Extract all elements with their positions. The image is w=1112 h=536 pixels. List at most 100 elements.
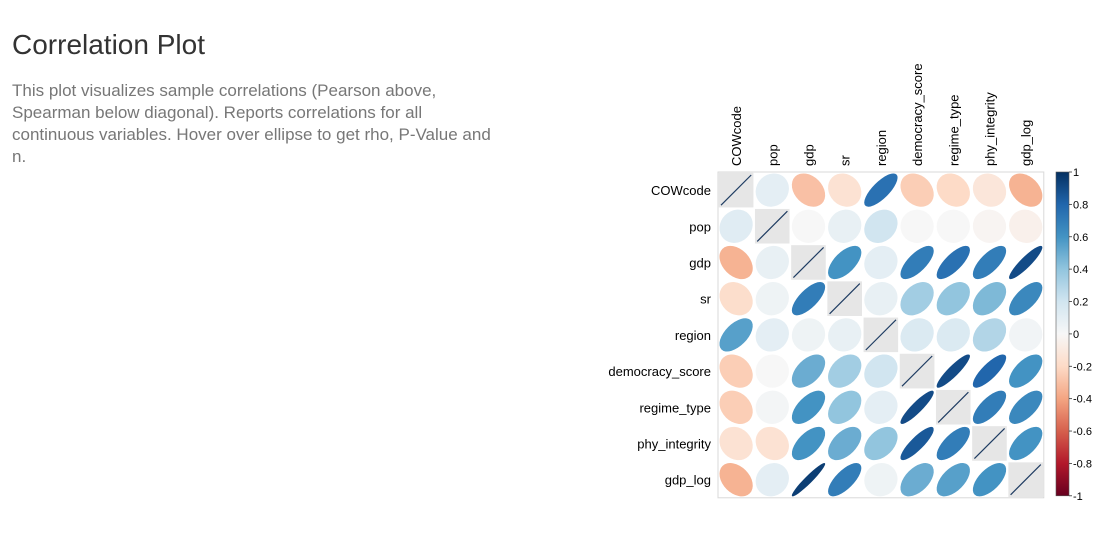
correlation-ellipse-phy_integrity-COWcode[interactable] xyxy=(713,420,760,467)
correlation-ellipse-sr-gdp_log[interactable] xyxy=(1004,277,1048,321)
correlation-ellipse-region-pop[interactable] xyxy=(749,311,796,358)
correlation-ellipse-COWcode-regime_type[interactable] xyxy=(930,167,977,214)
legend-tick-label: 0.8 xyxy=(1073,199,1088,211)
correlation-ellipse-phy_integrity-pop[interactable] xyxy=(749,420,796,467)
correlation-ellipse-COWcode-pop[interactable] xyxy=(749,167,796,214)
correlation-ellipse-sr-COWcode[interactable] xyxy=(713,275,760,322)
correlation-ellipse-COWcode-phy_integrity[interactable] xyxy=(966,167,1013,214)
correlation-ellipse-gdp-region[interactable] xyxy=(857,239,904,286)
correlation-ellipse-COWcode-sr[interactable] xyxy=(821,167,868,214)
row-label-region: region xyxy=(675,328,711,343)
correlation-ellipse-pop-gdp_log[interactable] xyxy=(1002,203,1049,250)
correlation-ellipse-democracy_score-region[interactable] xyxy=(857,348,904,395)
correlation-ellipse-pop-region[interactable] xyxy=(857,203,904,250)
correlation-ellipse-pop-democracy_score[interactable] xyxy=(894,203,941,250)
correlation-ellipse-pop-regime_type[interactable] xyxy=(930,203,977,250)
correlation-ellipse-sr-democracy_score[interactable] xyxy=(894,276,940,322)
correlation-ellipse-COWcode-democracy_score[interactable] xyxy=(894,167,941,214)
correlation-ellipse-regime_type-COWcode[interactable] xyxy=(713,384,760,431)
row-label-sr: sr xyxy=(700,292,712,307)
correlation-ellipse-democracy_score-sr[interactable] xyxy=(822,348,868,394)
correlation-ellipse-phy_integrity-gdp[interactable] xyxy=(786,421,831,466)
correlation-ellipse-region-democracy_score[interactable] xyxy=(894,311,941,358)
correlation-ellipse-gdp_log-phy_integrity[interactable] xyxy=(967,457,1012,502)
correlation-ellipse-gdp-gdp_log[interactable] xyxy=(1006,243,1046,283)
correlation-ellipse-COWcode-region[interactable] xyxy=(859,169,902,212)
correlation-ellipse-regime_type-gdp_log[interactable] xyxy=(1004,385,1048,429)
correlation-ellipse-regime_type-gdp[interactable] xyxy=(786,385,831,430)
legend-tick-label: 1 xyxy=(1073,167,1079,179)
correlation-ellipse-regime_type-phy_integrity[interactable] xyxy=(968,385,1012,429)
legend-tick-label: -0.4 xyxy=(1073,394,1092,406)
col-label-pop: pop xyxy=(765,144,780,166)
row-label-democracy_score: democracy_score xyxy=(608,364,711,379)
row-label-COWcode: COWcode xyxy=(651,183,711,198)
correlation-ellipse-gdp_log-COWcode[interactable] xyxy=(713,457,759,503)
correlation-ellipse-regime_type-democracy_score[interactable] xyxy=(897,387,937,427)
col-label-phy_integrity: phy_integrity xyxy=(983,92,998,166)
correlation-ellipse-gdp_log-regime_type[interactable] xyxy=(931,457,976,502)
correlation-ellipse-gdp-democracy_score[interactable] xyxy=(895,241,939,285)
diagonal-line xyxy=(829,283,861,315)
correlation-ellipse-sr-phy_integrity[interactable] xyxy=(967,276,1013,322)
diagonal-line xyxy=(720,174,752,206)
correlation-ellipse-pop-sr[interactable] xyxy=(821,203,868,250)
correlation-ellipse-region-sr[interactable] xyxy=(821,311,868,358)
correlation-ellipse-phy_integrity-region[interactable] xyxy=(858,420,904,466)
correlation-ellipse-COWcode-gdp_log[interactable] xyxy=(1003,167,1049,213)
correlation-ellipse-regime_type-pop[interactable] xyxy=(749,384,796,431)
correlation-ellipse-region-gdp_log[interactable] xyxy=(1002,311,1049,358)
col-label-gdp: gdp xyxy=(802,144,817,166)
correlation-ellipse-gdp-sr[interactable] xyxy=(822,240,867,285)
correlation-ellipse-sr-region[interactable] xyxy=(857,275,904,322)
diagonal-line xyxy=(865,319,897,351)
correlation-ellipse-sr-pop[interactable] xyxy=(749,275,796,322)
row-label-pop: pop xyxy=(689,219,711,234)
legend-tick-label: -0.8 xyxy=(1073,458,1092,470)
correlation-ellipse-phy_integrity-democracy_score[interactable] xyxy=(897,423,938,464)
correlation-ellipse-gdp-phy_integrity[interactable] xyxy=(968,241,1012,285)
correlation-ellipse-phy_integrity-regime_type[interactable] xyxy=(931,422,975,466)
correlation-ellipse-region-regime_type[interactable] xyxy=(930,311,977,358)
correlation-ellipse-pop-gdp[interactable] xyxy=(785,203,832,250)
diagonal-line xyxy=(756,210,788,242)
correlation-ellipse-gdp-pop[interactable] xyxy=(749,239,796,286)
correlation-ellipse-phy_integrity-gdp_log[interactable] xyxy=(1003,421,1048,466)
correlation-ellipse-COWcode-gdp[interactable] xyxy=(785,167,832,214)
row-label-phy_integrity: phy_integrity xyxy=(637,437,711,452)
legend-tick-label: 0 xyxy=(1073,329,1079,341)
legend-tick-label: 0.4 xyxy=(1073,264,1088,276)
col-label-region: region xyxy=(874,130,889,166)
correlation-ellipse-gdp_log-region[interactable] xyxy=(857,456,904,503)
correlation-ellipse-democracy_score-COWcode[interactable] xyxy=(713,348,760,395)
correlation-ellipse-gdp_log-pop[interactable] xyxy=(749,456,796,503)
page-title: Correlation Plot xyxy=(12,29,205,60)
correlation-ellipse-gdp-COWcode[interactable] xyxy=(713,239,759,285)
diagonal-line xyxy=(792,246,825,279)
correlation-ellipse-region-COWcode[interactable] xyxy=(714,312,759,357)
correlation-ellipse-sr-gdp[interactable] xyxy=(787,277,831,321)
row-label-regime_type: regime_type xyxy=(639,400,711,415)
row-label-gdp: gdp xyxy=(689,256,711,271)
correlation-ellipse-gdp_log-sr[interactable] xyxy=(823,458,867,502)
correlation-ellipse-democracy_score-regime_type[interactable] xyxy=(933,351,973,391)
correlation-ellipse-sr-regime_type[interactable] xyxy=(930,276,976,322)
correlation-ellipse-region-phy_integrity[interactable] xyxy=(966,312,1013,359)
correlation-ellipse-regime_type-region[interactable] xyxy=(857,384,904,431)
page-description: This plot visualizes sample correlations… xyxy=(12,81,491,166)
correlation-ellipse-democracy_score-phy_integrity[interactable] xyxy=(968,350,1010,392)
correlation-ellipse-gdp-regime_type[interactable] xyxy=(932,241,975,284)
correlation-ellipse-region-gdp[interactable] xyxy=(785,311,832,358)
correlation-grid xyxy=(713,167,1049,503)
legend-tick-label: -0.2 xyxy=(1073,361,1092,373)
correlation-ellipse-democracy_score-pop[interactable] xyxy=(749,348,796,395)
correlation-ellipse-pop-phy_integrity[interactable] xyxy=(966,203,1013,250)
color-legend: 1 0.8 0.6 0.4 0.2 0 -0.2 -0.4 -0.6 -0.8 -1 xyxy=(1055,167,1092,503)
correlation-ellipse-pop-COWcode[interactable] xyxy=(713,203,760,250)
correlation-ellipse-democracy_score-gdp_log[interactable] xyxy=(1003,349,1048,394)
grid-border xyxy=(717,171,1045,499)
diagonal-line xyxy=(973,427,1006,460)
col-label-gdp_log: gdp_log xyxy=(1019,120,1034,166)
correlation-ellipse-gdp_log-gdp[interactable] xyxy=(789,461,827,499)
correlation-ellipse-regime_type-sr[interactable] xyxy=(822,384,868,430)
